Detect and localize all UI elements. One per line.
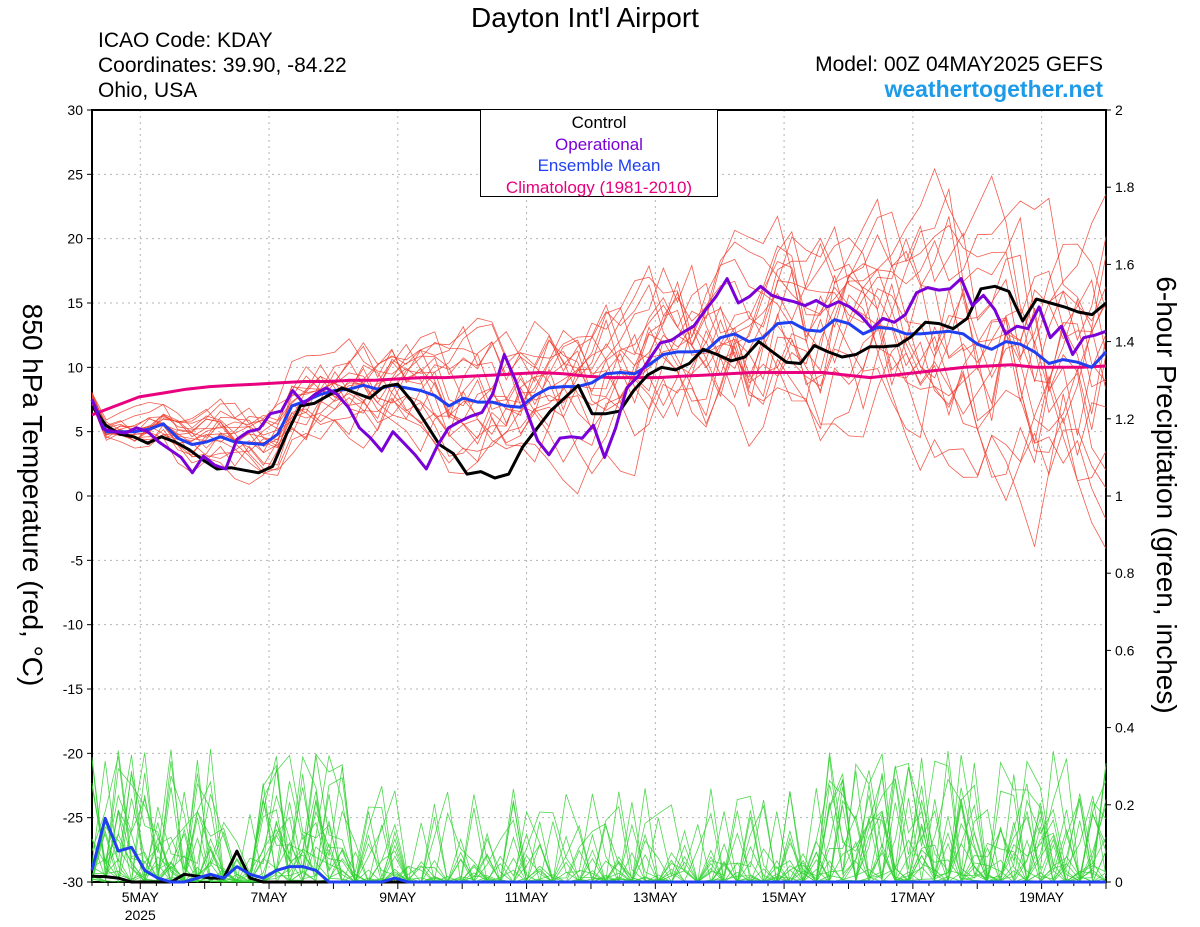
y-tick-label-right: 1.8 <box>1115 179 1135 195</box>
member-temperature-line <box>91 237 1107 478</box>
y-tick-label-right: 1.6 <box>1115 256 1135 272</box>
y-tick-label-left: -10 <box>63 617 83 633</box>
legend-item: Control <box>571 113 627 132</box>
legend-item: Operational <box>555 134 643 154</box>
plot-frame <box>91 109 1107 883</box>
x-tick-label: 17MAY <box>890 889 936 905</box>
legend-item: Climatology (1981-2010) <box>505 177 693 197</box>
y-tick-label-left: -25 <box>63 810 83 826</box>
member-temperature-line <box>91 333 1107 502</box>
member-temperature-line <box>91 187 1107 549</box>
location: Ohio, USA <box>98 79 198 102</box>
temperature-line-control <box>90 284 1107 480</box>
x-year-label: 2025 <box>125 907 156 923</box>
member-temperature-line <box>91 236 1107 467</box>
y-tick-label-left: 5 <box>75 424 83 440</box>
y-tick-label-right: 1.4 <box>1115 334 1135 350</box>
member-temperature-line <box>91 216 1107 452</box>
y-tick-label-left: -15 <box>63 681 83 697</box>
y-tick-label-left: 30 <box>67 102 83 118</box>
icao-code: ICAO Code: KDAY <box>98 29 273 52</box>
y-tick-label-left: 25 <box>67 166 83 182</box>
member-precip-line <box>91 751 1107 884</box>
model-info: Model: 00Z 04MAY2025 GEFS weathertogethe… <box>815 52 1103 102</box>
y-tick-label-right: 0 <box>1115 874 1123 890</box>
member-temperature-line <box>91 197 1107 474</box>
precip-line-ensemble-mean <box>90 816 1106 884</box>
temperature-line-operational <box>90 277 1107 475</box>
y-tick-label-left: -5 <box>71 552 84 568</box>
member-temperature-line <box>91 268 1107 463</box>
legend-item: Ensemble Mean <box>537 156 661 175</box>
chart-title: Dayton Int'l Airport <box>471 2 699 33</box>
y-tick-label-left: 15 <box>67 295 83 311</box>
member-temperature-line <box>91 215 1107 547</box>
y-tick-label-right: 0.6 <box>1115 642 1135 658</box>
member-temperature-line <box>91 233 1107 520</box>
member-temperature-line <box>91 198 1107 482</box>
member-temperature-line <box>91 286 1107 471</box>
x-tick-label: 9MAY <box>379 889 417 905</box>
y-tick-label-left: -20 <box>63 745 83 761</box>
temperature-line-ensemble-mean <box>90 318 1108 446</box>
legend: Control Operational Ensemble Mean Climatolo… <box>480 109 718 197</box>
y-tick-label-left: -30 <box>63 874 83 890</box>
station-info: ICAO Code: KDAY Coordinates: 39.90, -84.… <box>98 28 347 103</box>
x-tick-label: 13MAY <box>633 889 679 905</box>
x-tick-label: 5MAY <box>122 889 160 905</box>
y-tick-label-right: 0.2 <box>1115 797 1135 813</box>
x-tick-label: 11MAY <box>505 889 549 905</box>
member-temperature-line <box>91 167 1107 477</box>
member-temperature-line <box>91 237 1107 463</box>
x-tick-label: 19MAY <box>1019 889 1065 905</box>
y-tick-label-left: 20 <box>67 231 83 247</box>
member-temperature-line <box>91 286 1107 444</box>
member-precip-line <box>91 756 1107 884</box>
y-tick-label-right: 0.4 <box>1115 720 1135 736</box>
y-tick-label-right: 1 <box>1115 488 1123 504</box>
x-tick-label: 7MAY <box>251 889 289 905</box>
y-tick-label-left: 0 <box>75 488 83 504</box>
y-tick-label-right: 2 <box>1115 102 1123 118</box>
model-run: Model: 00Z 04MAY2025 GEFS <box>815 53 1103 76</box>
y-tick-label-right: 1.2 <box>1115 411 1135 427</box>
member-precip-line <box>91 754 1107 883</box>
y-tick-label-right: 0.8 <box>1115 565 1135 581</box>
x-tick-label: 15MAY <box>762 889 808 905</box>
coordinates: Coordinates: 39.90, -84.22 <box>98 54 347 77</box>
member-temperature-line <box>91 230 1107 459</box>
y-tick-label-left: 10 <box>67 359 83 375</box>
site-link[interactable]: weathertogether.net <box>884 76 1103 102</box>
member-temperature-line <box>91 211 1107 453</box>
